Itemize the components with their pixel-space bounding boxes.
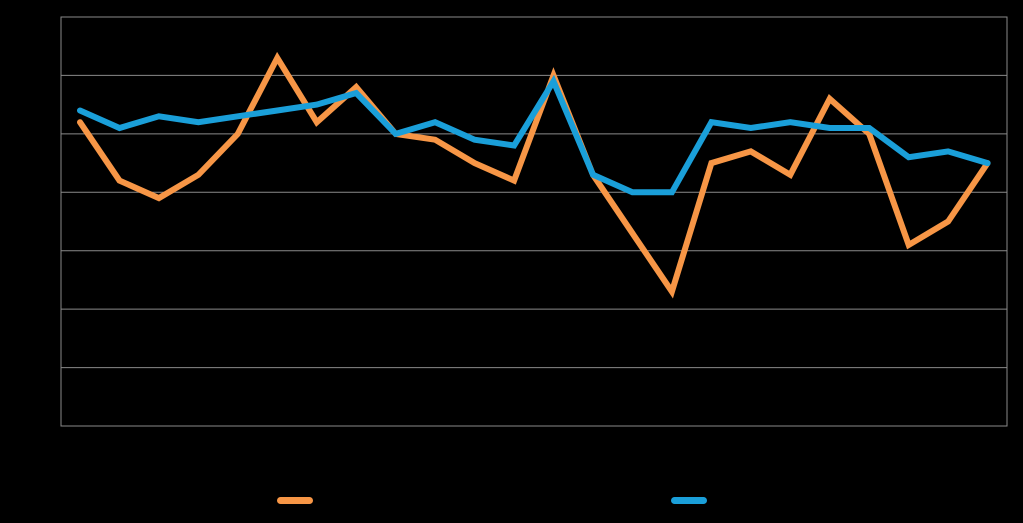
legend-item-series-2 [671, 488, 715, 512]
plot-area-border [60, 16, 1008, 427]
series-line-2 [77, 74, 991, 196]
series-line-1 [77, 51, 991, 299]
legend-item-series-1 [277, 488, 321, 512]
legend-swatch-series-1 [277, 496, 313, 504]
legend-swatch-series-2 [671, 496, 707, 504]
series-layer [77, 51, 991, 299]
